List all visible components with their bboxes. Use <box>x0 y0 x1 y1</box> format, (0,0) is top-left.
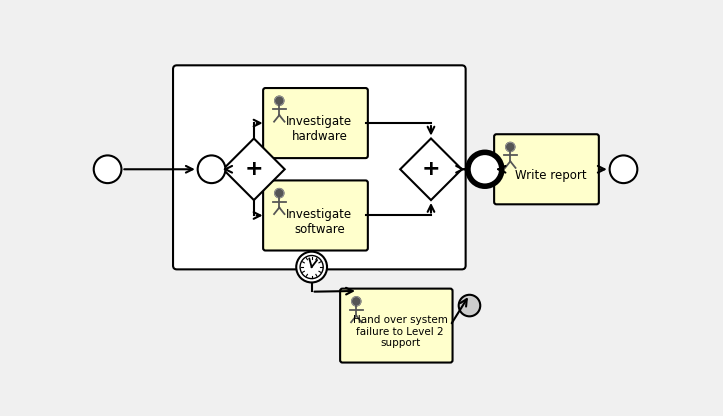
FancyBboxPatch shape <box>263 181 368 250</box>
Circle shape <box>296 252 327 282</box>
Circle shape <box>275 188 284 198</box>
Text: Investigate
hardware: Investigate hardware <box>286 115 352 143</box>
Circle shape <box>197 156 226 183</box>
Text: Hand over system
failure to Level 2
support: Hand over system failure to Level 2 supp… <box>353 315 448 348</box>
FancyBboxPatch shape <box>263 88 368 158</box>
Circle shape <box>468 152 502 186</box>
Text: +: + <box>422 159 440 179</box>
Circle shape <box>275 96 284 105</box>
Circle shape <box>351 297 361 306</box>
Text: +: + <box>244 159 263 179</box>
FancyBboxPatch shape <box>340 289 453 362</box>
Circle shape <box>458 295 480 316</box>
FancyBboxPatch shape <box>494 134 599 204</box>
FancyBboxPatch shape <box>173 65 466 270</box>
Circle shape <box>505 142 515 151</box>
Circle shape <box>94 156 121 183</box>
Polygon shape <box>223 139 285 200</box>
Polygon shape <box>401 139 462 200</box>
Circle shape <box>609 156 638 183</box>
Text: Write report: Write report <box>515 169 586 182</box>
Text: Investigate
software: Investigate software <box>286 208 352 235</box>
